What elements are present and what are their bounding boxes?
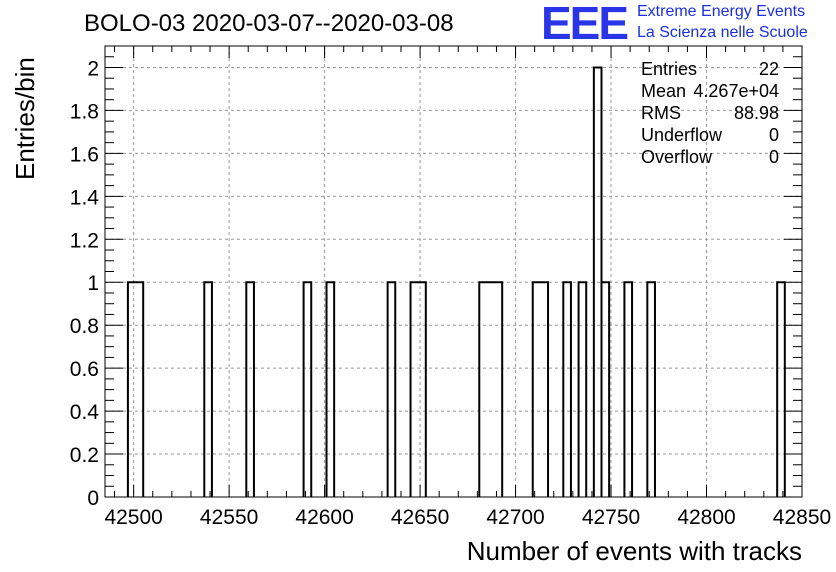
histogram-bin	[646, 281, 656, 497]
stat-overflow-label: Overflow	[641, 147, 713, 167]
histogram-bin	[203, 281, 213, 497]
stat-rms-label: RMS	[641, 103, 681, 123]
logo-line-2: La Scienza nelle Scuole	[637, 24, 808, 41]
stat-entries: Entries 22	[641, 58, 779, 80]
x-tick-label: 42650	[391, 506, 449, 529]
stats-box: Entries 22 Mean 4.267e+04 RMS 88.98 Unde…	[641, 58, 779, 168]
stat-mean: Mean 4.267e+04	[641, 80, 779, 102]
stat-overflow-value: 0	[768, 147, 779, 167]
y-tick-label: 1.2	[70, 229, 99, 252]
histogram-bin	[302, 281, 313, 497]
x-tick-label: 42700	[486, 506, 544, 529]
stat-entries-value: 22	[758, 59, 779, 79]
histogram-bin	[126, 281, 145, 497]
stat-entries-label: Entries	[641, 59, 698, 79]
histogram-bin	[623, 281, 634, 497]
y-tick-label: 1.4	[70, 186, 100, 209]
y-tick-label: 0.8	[70, 315, 99, 338]
axis-ticks	[105, 46, 803, 498]
histogram-bin	[531, 281, 550, 497]
stat-underflow: Underflow 0	[641, 124, 779, 146]
y-tick-label: 0	[87, 487, 99, 510]
eee-logo: EEE	[541, 0, 629, 49]
stat-rms: RMS 88.98	[641, 102, 779, 124]
histogram-bin	[325, 281, 336, 497]
x-tick-label: 42800	[677, 506, 735, 529]
histogram-bin	[478, 281, 504, 497]
y-tick-label: 1.6	[70, 143, 99, 166]
stat-overflow: Overflow 0	[641, 146, 779, 168]
x-axis-label: Number of events with tracks	[466, 536, 802, 566]
y-axis-label: Entries/bin	[10, 57, 40, 180]
tick-labels: 42500 42550 42600 42650 42700 42750 42800 42850…	[70, 57, 831, 529]
x-tick-label: 42600	[295, 506, 353, 529]
y-tick-label: 2	[87, 57, 99, 80]
x-tick-label: 42850	[773, 506, 831, 529]
x-tick-label: 42550	[200, 506, 258, 529]
y-tick-label: 0.6	[70, 358, 99, 381]
histogram-bin	[386, 281, 397, 497]
chart-title: BOLO-03 2020-03-07--2020-03-08	[84, 10, 454, 37]
histogram-bin	[776, 281, 786, 497]
histogram-bin	[600, 281, 611, 497]
y-tick-label: 1	[87, 272, 99, 295]
stat-mean-label: Mean	[641, 81, 687, 101]
y-tick-label: 0.4	[70, 401, 100, 424]
x-tick-label: 42500	[104, 506, 162, 529]
histogram-bin	[577, 281, 588, 497]
histogram-bars	[126, 66, 786, 497]
stat-mean-value: 4.267e+04	[693, 81, 779, 101]
histogram-bin	[245, 281, 255, 497]
y-tick-label: 0.2	[70, 444, 99, 467]
stat-rms-value: 88.98	[733, 103, 779, 123]
stat-underflow-value: 0	[768, 125, 779, 145]
histogram-bin	[409, 281, 427, 497]
logo-line-1: Extreme Energy Events	[637, 3, 806, 20]
grid-lines	[105, 46, 802, 497]
x-tick-label: 42750	[582, 506, 640, 529]
y-tick-label: 1.8	[70, 100, 99, 123]
histogram-bin	[562, 281, 572, 497]
stat-underflow-label: Underflow	[641, 125, 723, 145]
